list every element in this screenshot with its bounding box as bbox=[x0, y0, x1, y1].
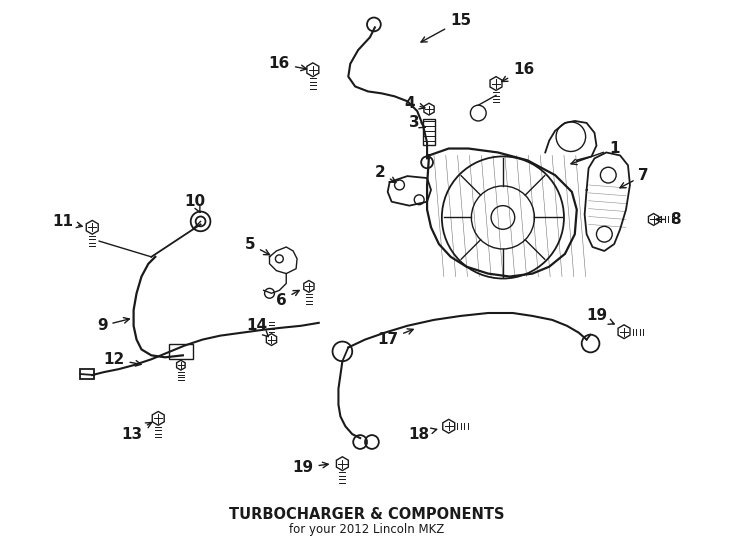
Text: 4: 4 bbox=[404, 96, 425, 111]
Text: 17: 17 bbox=[377, 329, 413, 347]
Text: 10: 10 bbox=[184, 194, 206, 212]
Text: TURBOCHARGER & COMPONENTS: TURBOCHARGER & COMPONENTS bbox=[229, 508, 505, 522]
Text: 7: 7 bbox=[620, 167, 649, 188]
Text: 5: 5 bbox=[244, 237, 269, 255]
Bar bbox=[169, 343, 193, 359]
Text: 19: 19 bbox=[292, 460, 328, 475]
Bar bbox=[423, 119, 435, 145]
Text: 16: 16 bbox=[269, 56, 307, 71]
Text: 12: 12 bbox=[103, 352, 141, 367]
Text: 3: 3 bbox=[409, 116, 425, 131]
Text: 13: 13 bbox=[121, 422, 151, 442]
Text: 11: 11 bbox=[52, 214, 82, 229]
Bar bbox=[81, 369, 94, 379]
Text: 18: 18 bbox=[409, 427, 437, 442]
Text: 16: 16 bbox=[502, 62, 534, 82]
Text: 1: 1 bbox=[571, 141, 619, 165]
Text: 14: 14 bbox=[246, 318, 269, 336]
Text: 15: 15 bbox=[421, 13, 471, 42]
Text: for your 2012 Lincoln MKZ: for your 2012 Lincoln MKZ bbox=[289, 523, 445, 536]
Text: 19: 19 bbox=[586, 308, 614, 324]
Text: 8: 8 bbox=[656, 212, 680, 227]
Text: 2: 2 bbox=[374, 165, 396, 183]
Text: 6: 6 bbox=[276, 291, 299, 308]
Text: 9: 9 bbox=[97, 318, 129, 333]
